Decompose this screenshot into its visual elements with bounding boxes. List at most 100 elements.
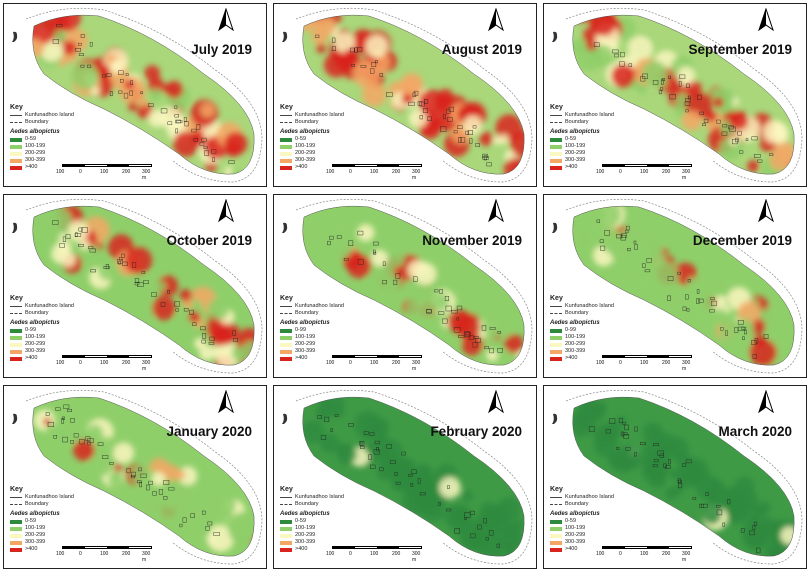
logo-icon bbox=[552, 31, 558, 42]
legend-entry: 100-199 bbox=[280, 334, 344, 341]
scale-label: 300 m bbox=[412, 360, 421, 372]
scale-label: 300 m bbox=[142, 360, 151, 372]
legend-entry: 200-299 bbox=[550, 532, 614, 539]
panel-title: September 2019 bbox=[688, 42, 792, 57]
map-panel: January 2020 Key Kunfunadhoo Island Boundar… bbox=[3, 385, 267, 569]
boundary-label: Boundary bbox=[295, 119, 319, 125]
scale-label: 200 bbox=[662, 169, 671, 175]
legend-entry: 300-399 bbox=[550, 539, 614, 546]
boundary-label: Boundary bbox=[565, 310, 589, 316]
key-title: Key bbox=[550, 486, 563, 493]
legend-entry: 100-199 bbox=[10, 334, 74, 341]
scale-label: 200 bbox=[392, 551, 401, 557]
scale-label: 200 bbox=[662, 551, 671, 557]
scale-label: 100 bbox=[370, 360, 379, 366]
scale-label: 0 bbox=[619, 169, 622, 175]
scale-bar: 100 0 100 200 300 m bbox=[596, 546, 692, 563]
map-key: Key Kunfunadhoo Island Boundary Aedes albop… bbox=[550, 295, 614, 362]
scale-label: 0 bbox=[619, 360, 622, 366]
scale-label: 100 bbox=[100, 169, 109, 175]
island-heatmap bbox=[565, 198, 803, 374]
legend-entry: 300-399 bbox=[10, 539, 74, 546]
boundary-label: Boundary bbox=[565, 501, 589, 507]
key-title: Key bbox=[10, 486, 23, 493]
scale-label: 200 bbox=[392, 169, 401, 175]
key-title: Key bbox=[280, 486, 293, 493]
map-panel: September 2019 Key Kunfunadhoo Island Bound… bbox=[543, 3, 807, 187]
scale-label: 300 m bbox=[412, 551, 421, 563]
island-heatmap bbox=[565, 389, 803, 565]
map-panel: December 2019 Key Kunfunadhoo Island Bounda… bbox=[543, 194, 807, 378]
legend-entry: 200-299 bbox=[550, 150, 614, 157]
species-label: Aedes albopictus bbox=[550, 511, 600, 517]
legend-entry: 200-299 bbox=[10, 150, 74, 157]
scale-label: 100 bbox=[596, 360, 605, 366]
map-key: Key Kunfunadhoo Island Boundary Aedes albop… bbox=[10, 104, 74, 171]
logo-icon bbox=[12, 31, 18, 42]
map-panel: March 2020 Key Kunfunadhoo Island Boundary A… bbox=[543, 385, 807, 569]
island-label: Kunfunadhoo Island bbox=[295, 494, 344, 500]
logo-icon bbox=[282, 31, 288, 42]
boundary-line bbox=[295, 7, 533, 183]
boundary-label: Boundary bbox=[25, 119, 49, 125]
legend-entry: 300-399 bbox=[10, 157, 74, 164]
scale-bar: 100 0 100 200 300 m bbox=[326, 546, 422, 563]
scale-label: 100 bbox=[640, 551, 649, 557]
island-heatmap bbox=[295, 389, 533, 565]
boundary-label: Boundary bbox=[25, 501, 49, 507]
scale-label: 100 bbox=[370, 169, 379, 175]
scale-label: 0 bbox=[79, 360, 82, 366]
legend-entry: 100-199 bbox=[550, 334, 614, 341]
map-panel: August 2019 Key Kunfunadhoo Island Boundary… bbox=[273, 3, 537, 187]
legend-entry: 300-399 bbox=[280, 539, 344, 546]
island-label: Kunfunadhoo Island bbox=[565, 112, 614, 118]
map-key: Key Kunfunadhoo Island Boundary Aedes albop… bbox=[280, 295, 344, 362]
legend-entry: 100-199 bbox=[280, 525, 344, 532]
scale-bar: 100 0 100 200 300 m bbox=[56, 546, 152, 563]
island-heatmap bbox=[295, 7, 533, 183]
legend-entry: 0-59 bbox=[280, 136, 344, 143]
legend-entry: >400 bbox=[280, 164, 344, 171]
species-label: Aedes albopictus bbox=[10, 511, 60, 517]
scale-label: 300 m bbox=[142, 169, 151, 181]
island-label: Kunfunadhoo Island bbox=[295, 112, 344, 118]
boundary-line bbox=[295, 198, 533, 374]
key-title: Key bbox=[280, 295, 293, 302]
panel-title: August 2019 bbox=[441, 42, 522, 57]
species-label: Aedes albopictus bbox=[10, 129, 60, 135]
scale-label: 100 bbox=[326, 169, 335, 175]
species-label: Aedes albopictus bbox=[280, 320, 330, 326]
scale-label: 0 bbox=[349, 169, 352, 175]
scale-label: 100 bbox=[640, 169, 649, 175]
scale-label: 200 bbox=[662, 360, 671, 366]
map-key: Key Kunfunadhoo Island Boundary Aedes albop… bbox=[280, 486, 344, 553]
map-key: Key Kunfunadhoo Island Boundary Aedes albop… bbox=[550, 486, 614, 553]
legend-entry: 300-399 bbox=[10, 348, 74, 355]
legend-entry: >400 bbox=[10, 164, 74, 171]
legend-entry: 100-199 bbox=[280, 143, 344, 150]
scale-label: 100 bbox=[370, 551, 379, 557]
scale-bar: 100 0 100 200 300 m bbox=[326, 164, 422, 181]
species-label: Aedes albopictus bbox=[10, 320, 60, 326]
panel-title: December 2019 bbox=[692, 233, 792, 248]
panel-title: October 2019 bbox=[166, 233, 252, 248]
logo-icon bbox=[12, 222, 18, 233]
scale-label: 200 bbox=[122, 169, 131, 175]
map-key: Key Kunfunadhoo Island Boundary Aedes albop… bbox=[10, 486, 74, 553]
legend-entry: 200-299 bbox=[550, 341, 614, 348]
legend-entry: >400 bbox=[550, 546, 614, 553]
scale-bar: 100 0 100 200 300 m bbox=[596, 164, 692, 181]
legend-entry: 200-299 bbox=[10, 341, 74, 348]
species-label: Aedes albopictus bbox=[550, 320, 600, 326]
map-key: Key Kunfunadhoo Island Boundary Aedes albop… bbox=[280, 104, 344, 171]
north-arrow-icon bbox=[218, 390, 234, 414]
map-panel: November 2019 Key Kunfunadhoo Island Bounda… bbox=[273, 194, 537, 378]
island-label: Kunfunadhoo Island bbox=[565, 303, 614, 309]
legend-entry: 0-59 bbox=[280, 518, 344, 525]
legend-entry: 200-299 bbox=[280, 532, 344, 539]
island-label: Kunfunadhoo Island bbox=[25, 112, 74, 118]
map-key: Key Kunfunadhoo Island Boundary Aedes albop… bbox=[550, 104, 614, 171]
scale-label: 100 bbox=[56, 360, 65, 366]
scale-label: 300 m bbox=[412, 169, 421, 181]
legend-entry: 200-299 bbox=[280, 150, 344, 157]
